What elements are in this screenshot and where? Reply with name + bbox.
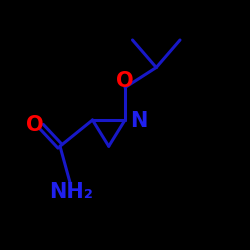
Text: N: N xyxy=(130,111,148,131)
Text: O: O xyxy=(116,71,134,91)
Text: O: O xyxy=(26,115,44,135)
Text: NH₂: NH₂ xyxy=(49,182,93,203)
